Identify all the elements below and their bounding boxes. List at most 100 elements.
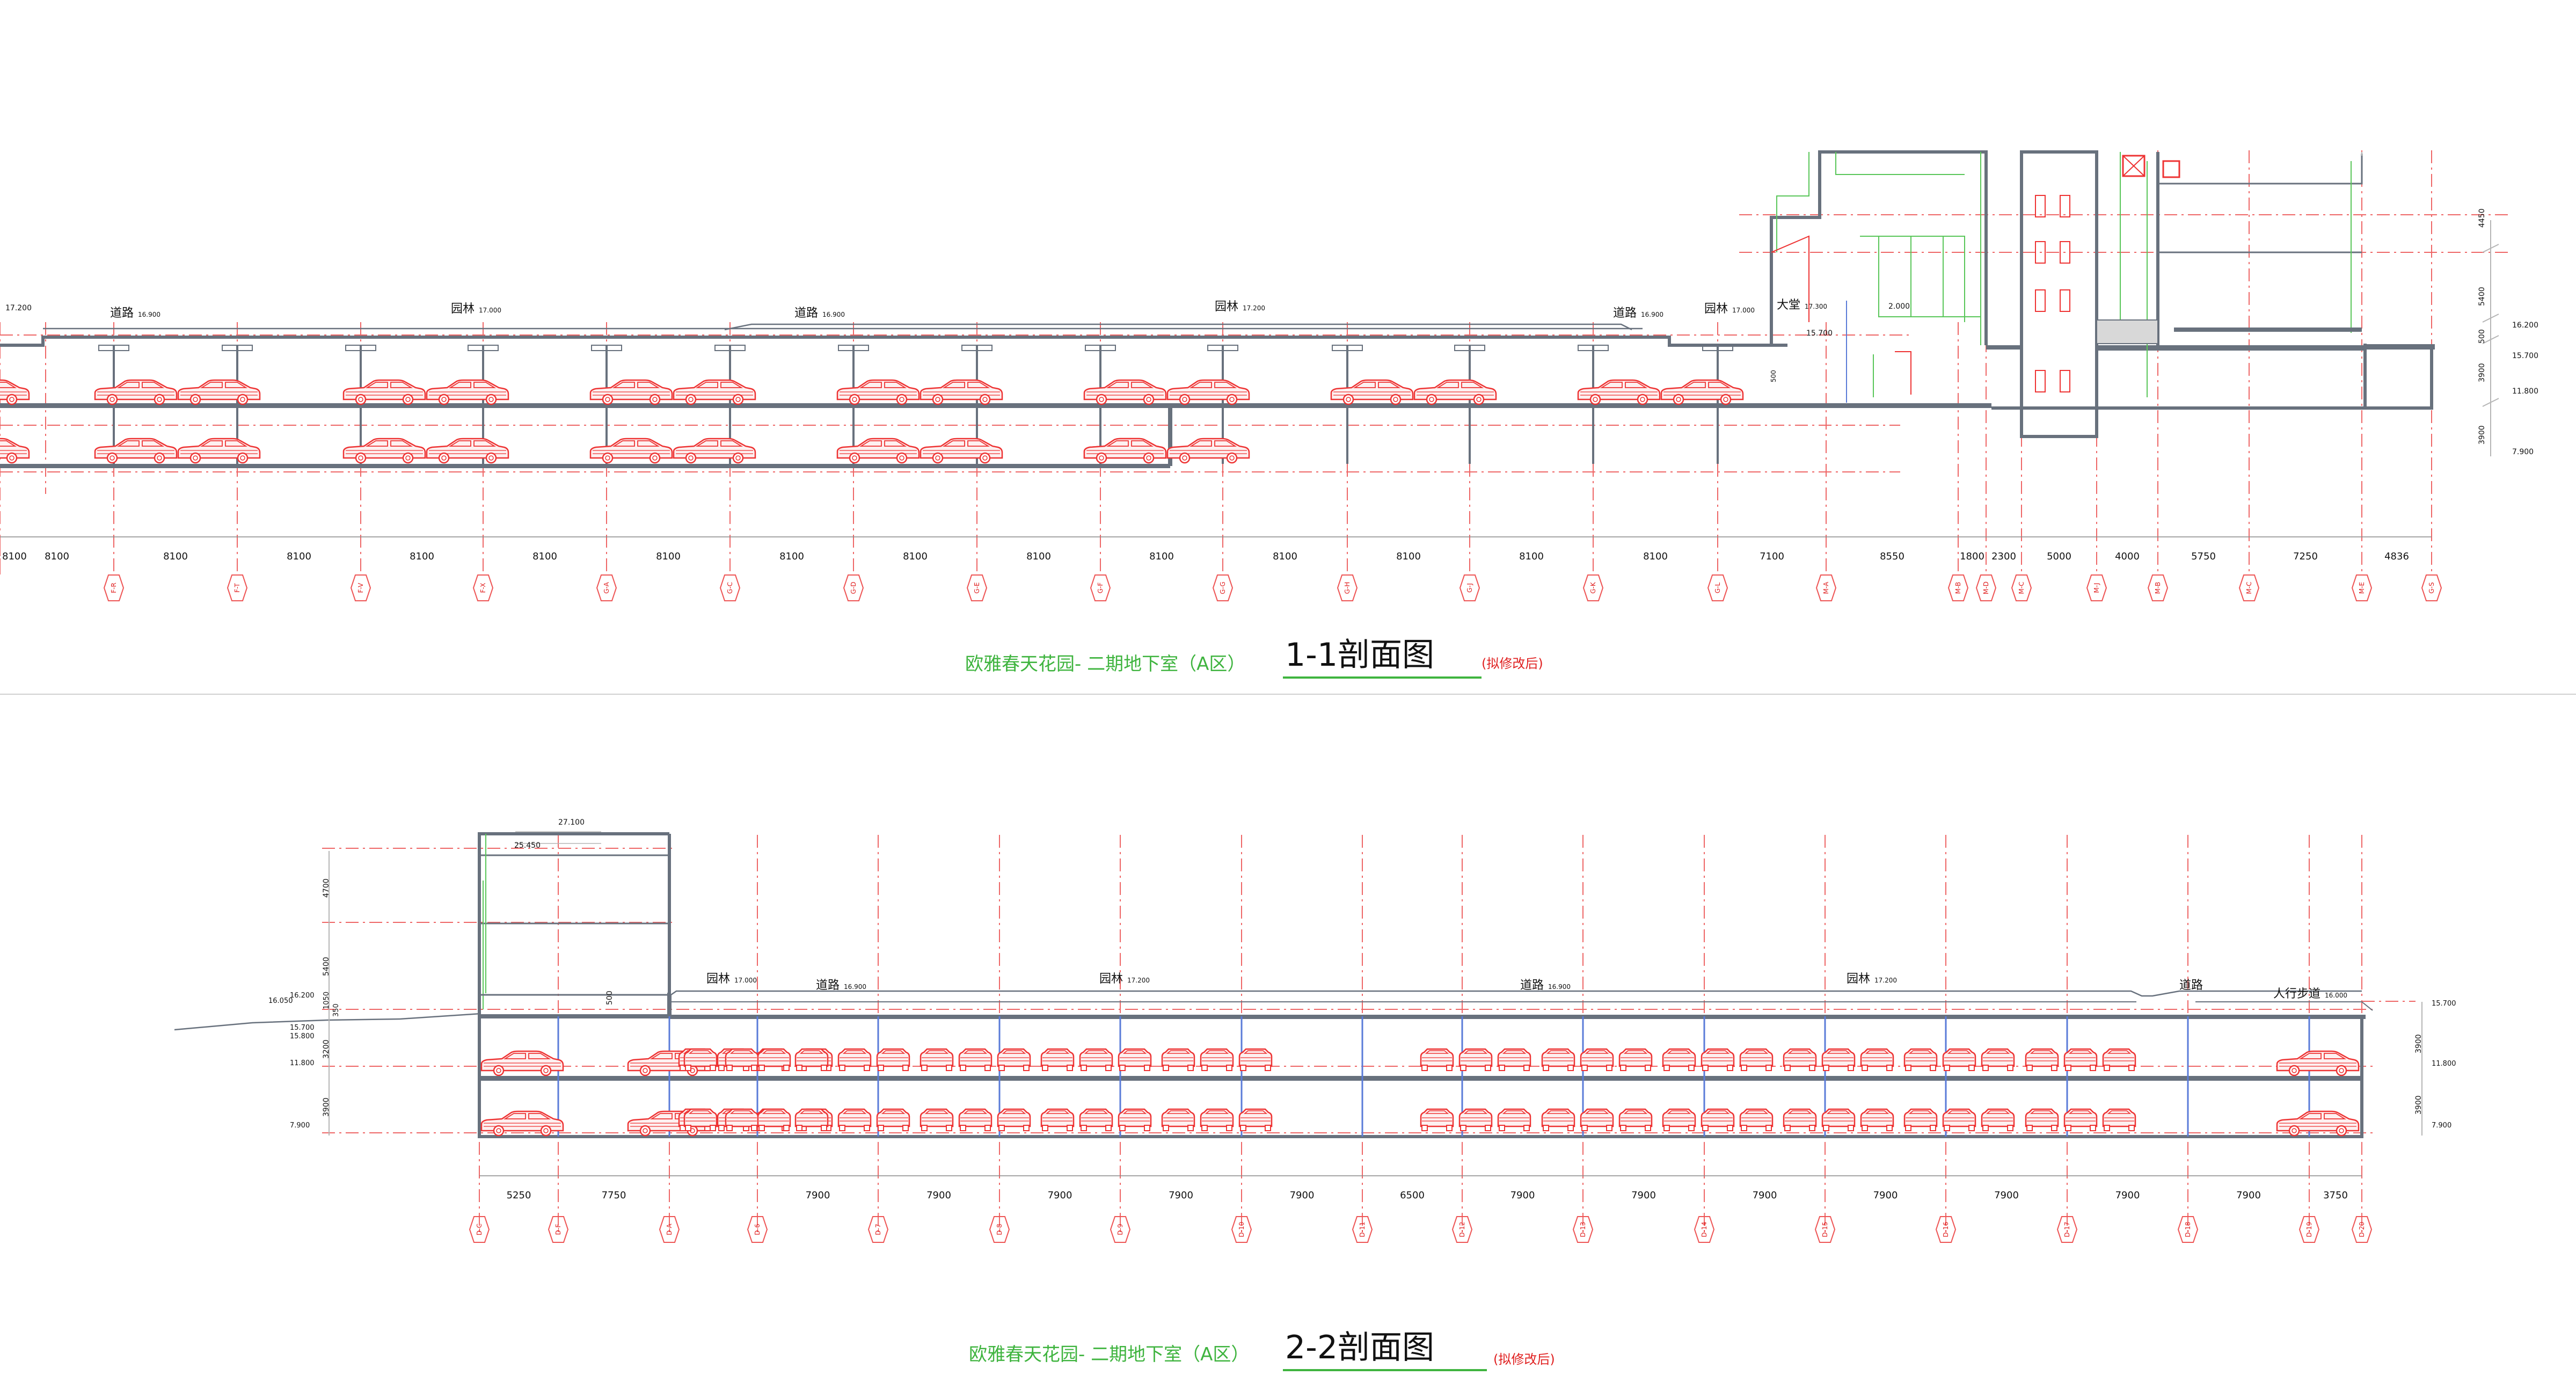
s1-span-dim: 8100 <box>903 551 928 562</box>
s2-span-dim: 7900 <box>2236 1190 2261 1201</box>
s2-small-car <box>1701 1048 1735 1072</box>
s2-small-car <box>1942 1108 1976 1132</box>
s2-car <box>2276 1110 2360 1137</box>
s1-car-level-1 <box>836 379 920 405</box>
s2-small-car <box>794 1108 829 1132</box>
s1-title-prefix: 欧雅春天花园- 二期地下室（A区） <box>965 653 1245 675</box>
s1-car-level-1 <box>589 379 673 405</box>
section-1-side-dimensions: 4450 5400 500 3900 3900 16.200 15.700 11… <box>2478 208 2538 456</box>
s2-span-dim: 7900 <box>1631 1190 1656 1201</box>
s1-span-dim: 2300 <box>1991 551 2016 562</box>
s1-span-dim: 8100 <box>1273 551 1297 562</box>
s2-right-elev-2: 7.900 <box>2432 1122 2451 1130</box>
s2-title-prefix: 欧雅春天花园- 二期地下室（A区） <box>969 1344 1249 1365</box>
s2-ground-label: 道路 <box>1520 979 1544 992</box>
s1-car-level-2 <box>1083 438 1167 464</box>
s1-span-dim: 4836 <box>2384 551 2409 562</box>
svg-text:D-13: D-13 <box>1579 1222 1587 1238</box>
s2-span-dim: 7900 <box>1873 1190 1898 1201</box>
s2-small-car <box>757 1108 791 1132</box>
svg-text:M-J: M-J <box>2093 583 2100 593</box>
s2-small-car <box>2025 1048 2059 1072</box>
s1-ground-elevation: 17.000 <box>1732 307 1755 314</box>
s1-axis-bubble: M-D <box>1976 574 1996 601</box>
s2-small-car <box>725 1048 759 1072</box>
s2-small-car <box>1118 1108 1152 1132</box>
s1-axis-bubble: G-G <box>1213 574 1233 601</box>
s2-small-car <box>1580 1048 1614 1072</box>
s1-ground-label: 园林 <box>451 302 475 316</box>
section-1-span-dimensions: 8100 8100 8100 8100 8100 8100 8100 8100 8100 8100… <box>0 536 2432 562</box>
s2-small-car <box>1739 1108 1774 1132</box>
s1-car-level-2 <box>94 438 178 464</box>
s2-small-car <box>1458 1108 1493 1132</box>
s1-ground-elevation: 17.200 <box>1243 304 1265 312</box>
s2-left-dim-4: 3200 <box>322 1039 331 1059</box>
s2-ground-elevation: 16.900 <box>1548 983 1571 991</box>
svg-text:D-C: D-C <box>476 1224 483 1235</box>
s1-car-level-2 <box>177 438 261 464</box>
s2-span-dim: 7900 <box>1753 1190 1777 1201</box>
s2-axis-bubble: D-F <box>548 1216 568 1243</box>
s1-axis-bubble: G-J <box>1460 574 1480 601</box>
s2-axis-bubble: D-6 <box>747 1216 768 1243</box>
s2-top-elev-0: 27.100 <box>558 818 585 827</box>
svg-text:D-17: D-17 <box>2063 1222 2071 1238</box>
s2-small-car <box>725 1108 759 1132</box>
s2-left-elev-3: 15.800 <box>290 1032 315 1040</box>
s2-title-main: 2-2剖面图 <box>1285 1329 1434 1366</box>
s1-span-dim: 1800 <box>1960 551 1984 562</box>
s2-left-dim-0: 4700 <box>322 878 331 898</box>
s2-small-car <box>1541 1048 1575 1072</box>
svg-text:D-A: D-A <box>666 1223 673 1235</box>
s2-right-dim-0: 3900 <box>2414 1034 2423 1053</box>
svg-text:M-C: M-C <box>2018 581 2025 594</box>
section-2-structure <box>174 831 2373 1138</box>
s2-left-dim-5: 3900 <box>322 1097 331 1117</box>
section-2-2: 园林 17.000 道路 16.900 园林 17.200 道路 16.900 园林 17.200… <box>174 818 2456 1371</box>
s2-small-car <box>1161 1048 1195 1072</box>
s1-car-partial <box>0 438 30 464</box>
s2-axis-bubble: D-20 <box>2352 1216 2372 1243</box>
s1-column-cap <box>1207 345 1238 351</box>
s2-ground-label: 园林 <box>1847 972 1870 986</box>
s1-span-dim: 8100 <box>163 551 188 562</box>
s1-car-level-2 <box>673 438 756 464</box>
section-1-title: 欧雅春天花园- 二期地下室（A区） 1-1剖面图 (拟修改后) <box>965 636 1543 679</box>
s1-axis-bubble: G-D <box>843 574 864 601</box>
s1-car-level-2 <box>342 438 426 464</box>
s2-left-dim-1: 5400 <box>322 957 331 976</box>
s2-small-car <box>1200 1048 1234 1072</box>
s2-small-car <box>2063 1108 2098 1132</box>
s1-car-level-1 <box>1577 379 1661 405</box>
svg-text:D-9: D-9 <box>1116 1224 1124 1235</box>
s2-small-car <box>958 1048 993 1072</box>
s2-right-elev-1: 11.800 <box>2432 1060 2456 1068</box>
s2-left-elev-2: 15.700 <box>290 1024 315 1032</box>
s1-span-dim: 8100 <box>45 551 69 562</box>
s2-ground-label: 园林 <box>706 972 730 986</box>
svg-text:D-12: D-12 <box>1458 1222 1466 1238</box>
s1-car-level-2 <box>1166 438 1250 464</box>
svg-text:G-H: G-H <box>1344 582 1351 594</box>
s2-span-dim: 7900 <box>1290 1190 1315 1201</box>
s1-column-cap <box>1332 345 1363 351</box>
s2-span-dim: 7900 <box>1048 1190 1072 1201</box>
s1-car-level-1 <box>920 379 1003 405</box>
s2-small-car <box>1118 1048 1152 1072</box>
svg-text:G-C: G-C <box>726 582 734 594</box>
svg-text:G-F: G-F <box>1097 583 1104 594</box>
s1-span-dim: 4000 <box>2115 551 2140 562</box>
s2-inner-label-0: 500 <box>605 991 614 1005</box>
s1-ground-elevation: 16.900 <box>138 311 160 318</box>
s2-axis-bubble: D-19 <box>2299 1216 2319 1243</box>
s2-small-car <box>1981 1108 2015 1132</box>
s1-car-level-2 <box>426 438 509 464</box>
s1-ground-elevation: 17.000 <box>479 307 501 314</box>
s2-left-elev-1: 16.050 <box>268 997 293 1005</box>
s1-side-dim-1: 5400 <box>2478 287 2486 306</box>
svg-text:G-S: G-S <box>2428 582 2435 593</box>
s2-small-car <box>920 1048 954 1072</box>
s2-ground-label: 人行步道 <box>2273 987 2320 1001</box>
